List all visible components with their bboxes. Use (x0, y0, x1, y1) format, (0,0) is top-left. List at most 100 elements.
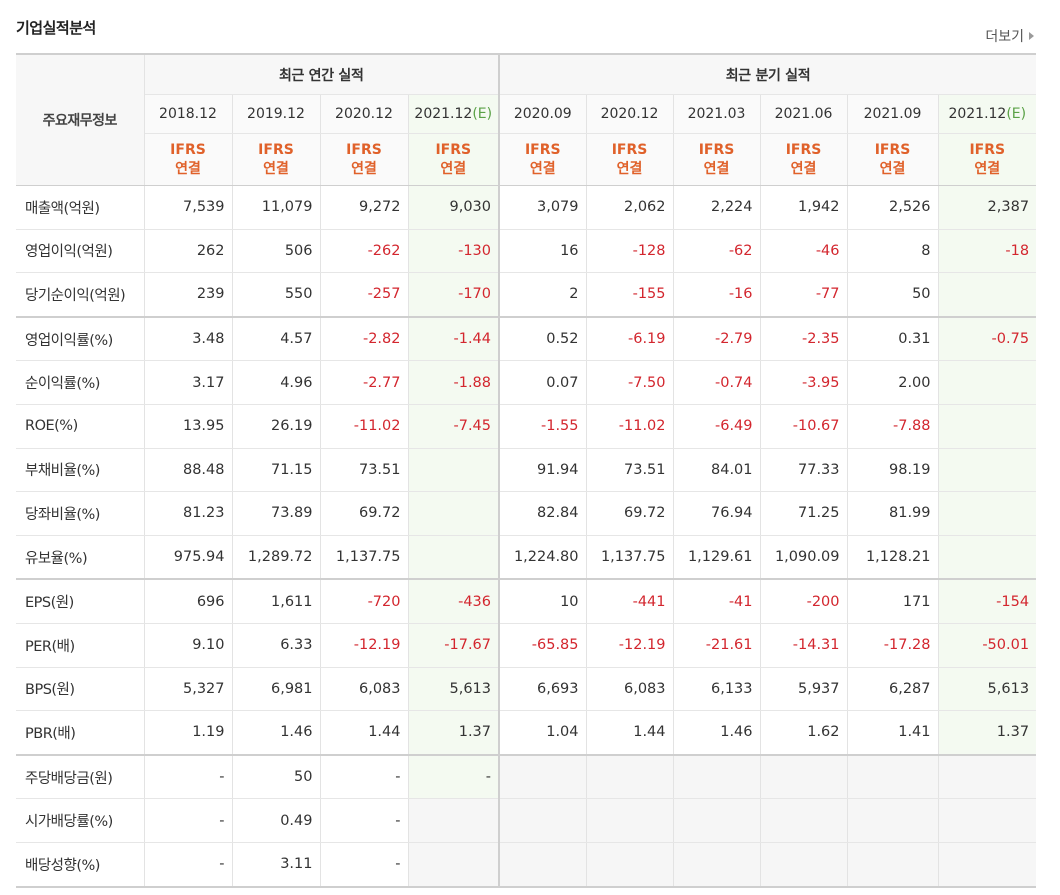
annual-group-header: 최근 연간 실적 (144, 53, 501, 95)
table-cell: 3,079 (499, 185, 587, 230)
table-row: BPS(원) 5,327 6,981 6,083 5,613 6,693 6,083 6,13… (16, 667, 1037, 712)
table-cell: -2.79 (673, 315, 761, 362)
consolidated-label: 연결 (616, 160, 643, 177)
table-cell: 6,083 (586, 667, 674, 712)
table-cell (847, 842, 939, 888)
table-cell (938, 360, 1037, 405)
table-cell: 6,133 (673, 667, 761, 712)
table-cell: - (320, 753, 409, 800)
table-cell: 1.46 (673, 710, 761, 756)
table-cell: -12.19 (586, 623, 674, 668)
ifrs-label: IFRS (524, 141, 561, 158)
row-label: 영업이익(억원) (16, 229, 145, 274)
period-label: 2018.12 (159, 106, 217, 122)
ifrs-badge: IFRS 연결 (499, 133, 587, 186)
row-label: 시가배당률(%) (16, 798, 145, 843)
table-cell: 4.57 (232, 315, 321, 362)
ifrs-badge: IFRS 연결 (847, 133, 939, 186)
table-cell (760, 798, 848, 843)
table-cell: 1,289.72 (232, 535, 321, 580)
table-cell: -17.28 (847, 623, 939, 668)
ifrs-badge: IFRS 연결 (760, 133, 848, 186)
table-cell: 5,937 (760, 667, 848, 712)
table-cell: - (320, 842, 409, 888)
period-header: 2021.09 (847, 94, 939, 134)
ifrs-label: IFRS (698, 141, 735, 158)
row-label: ROE(%) (16, 404, 145, 449)
table-cell (938, 404, 1037, 449)
period-header: 2021.12(E) (938, 94, 1037, 134)
table-cell: 0.31 (847, 315, 939, 362)
estimate-mark: (E) (1006, 106, 1027, 122)
table-cell: -77 (760, 272, 848, 318)
row-label: 당좌비율(%) (16, 491, 145, 536)
table-cell: 3.17 (144, 360, 233, 405)
period-label: 2020.09 (513, 106, 572, 122)
table-cell: -41 (673, 578, 761, 624)
table-cell: 1,128.21 (847, 535, 939, 580)
table-cell (847, 798, 939, 843)
table-cell: 73.89 (232, 491, 321, 536)
table-cell: 1,090.09 (760, 535, 848, 580)
table-cell: -65.85 (499, 623, 587, 668)
table-cell: 6,981 (232, 667, 321, 712)
ifrs-label: IFRS (258, 141, 294, 158)
table-cell: 1.44 (320, 710, 409, 756)
table-cell (586, 753, 674, 800)
table-cell: 81.23 (144, 491, 233, 536)
consolidated-label: 연결 (529, 160, 556, 177)
table-cell (673, 753, 761, 800)
row-label: 배당성향(%) (16, 842, 145, 888)
table-row: 영업이익률(%) 3.48 4.57 -2.82 -1.44 0.52 -6.19 -2.79… (16, 315, 1037, 362)
ifrs-badge: IFRS 연결 (408, 133, 501, 186)
ifrs-badge: IFRS 연결 (586, 133, 674, 186)
ifrs-badge: IFRS 연결 (232, 133, 321, 186)
table-cell: 50 (232, 753, 321, 800)
table-row: 시가배당률(%) -0.49- (16, 798, 1037, 843)
table-cell: 696 (144, 578, 233, 624)
table-cell: -0.74 (673, 360, 761, 405)
row-label: PER(배) (16, 623, 145, 668)
table-cell (938, 842, 1037, 888)
table-cell: -62 (673, 229, 761, 274)
table-cell (760, 842, 848, 888)
table-cell: 5,613 (408, 667, 501, 712)
table-cell: 8 (847, 229, 939, 274)
table-cell: -1.88 (408, 360, 501, 405)
table-cell: 506 (232, 229, 321, 274)
ifrs-badge: IFRS 연결 (320, 133, 409, 186)
table-cell: 77.33 (760, 448, 848, 493)
more-link[interactable]: 더보기 (985, 26, 1034, 46)
row-label: PBR(배) (16, 710, 145, 756)
table-cell: 1.46 (232, 710, 321, 756)
table-cell: 1,137.75 (586, 535, 674, 580)
table-cell: -11.02 (320, 404, 409, 449)
table-cell: 73.51 (586, 448, 674, 493)
table-cell: -7.50 (586, 360, 674, 405)
table-cell: 1.44 (586, 710, 674, 756)
table-cell: 9,272 (320, 185, 409, 230)
consolidated-label: 연결 (790, 160, 817, 177)
table-cell (499, 842, 587, 888)
table-row: 당기순이익(억원) 239 550 -257 -170 2 -155 -16 -77 50 (16, 272, 1037, 318)
ifrs-label: IFRS (435, 141, 472, 158)
table-cell: 69.72 (320, 491, 409, 536)
table-cell (673, 798, 761, 843)
ifrs-badge: IFRS 연결 (144, 133, 233, 186)
row-label: 매출액(억원) (16, 185, 145, 230)
table-cell: 88.48 (144, 448, 233, 493)
table-cell: 4.96 (232, 360, 321, 405)
period-header: 2020.12 (586, 94, 674, 134)
row-label: EPS(원) (16, 578, 145, 624)
table-row: PBR(배) 1.19 1.46 1.44 1.37 1.04 1.44 1.46 1.62 1.… (16, 710, 1037, 756)
table-cell (673, 842, 761, 888)
row-label: 유보율(%) (16, 535, 145, 580)
consolidated-label: 연결 (703, 160, 730, 177)
table-cell (499, 798, 587, 843)
table-cell: 71.15 (232, 448, 321, 493)
table-cell: 5,327 (144, 667, 233, 712)
table-cell: -6.49 (673, 404, 761, 449)
period-header: 2020.12 (320, 94, 409, 134)
table-cell: 10 (499, 578, 587, 624)
period-label: 2020.12 (335, 106, 393, 122)
